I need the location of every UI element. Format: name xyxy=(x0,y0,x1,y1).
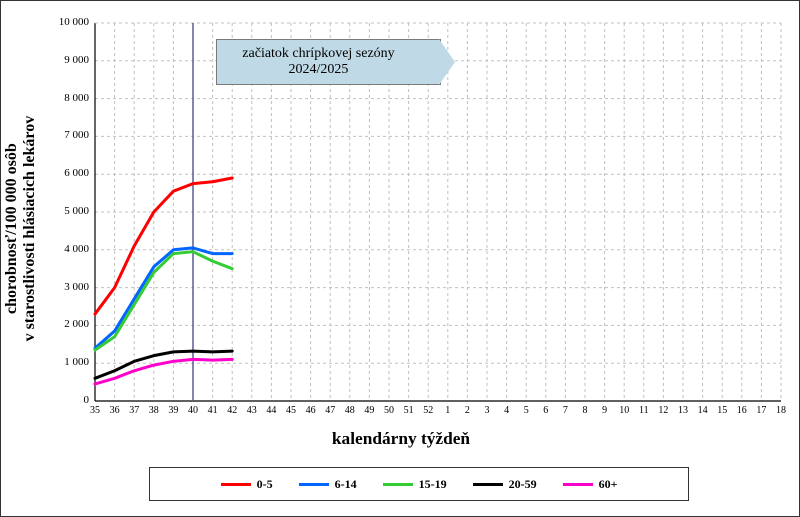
x-tick-label: 17 xyxy=(753,405,769,416)
x-tick-label: 50 xyxy=(381,405,397,416)
y-tick-label: 7 000 xyxy=(64,129,89,141)
x-tick-label: 3 xyxy=(479,405,495,416)
legend-swatch xyxy=(473,483,503,486)
x-tick-label: 37 xyxy=(126,405,142,416)
y-tick-label: 1 000 xyxy=(64,356,89,368)
x-tick-label: 11 xyxy=(636,405,652,416)
legend-label: 15-19 xyxy=(419,477,447,492)
x-axis-label: kalendárny týždeň xyxy=(1,429,800,449)
annotation-line2: 2024/2025 xyxy=(289,62,349,77)
legend-swatch xyxy=(221,483,251,486)
x-tick-label: 43 xyxy=(244,405,260,416)
x-tick-label: 1 xyxy=(440,405,456,416)
x-tick-label: 13 xyxy=(675,405,691,416)
legend-label: 60+ xyxy=(599,477,618,492)
y-tick-label: 2 000 xyxy=(64,318,89,330)
x-tick-label: 44 xyxy=(263,405,279,416)
y-axis-label: chorobnosť/100 000 osôbv starostlivosti … xyxy=(7,1,35,456)
legend-swatch xyxy=(383,483,413,486)
legend-label: 0-5 xyxy=(257,477,273,492)
x-tick-label: 47 xyxy=(322,405,338,416)
legend-item: 0-5 xyxy=(221,477,273,492)
y-tick-label: 10 000 xyxy=(59,16,89,28)
y-tick-label: 8 000 xyxy=(64,92,89,104)
y-tick-label: 3 000 xyxy=(64,281,89,293)
legend-item: 15-19 xyxy=(383,477,447,492)
x-tick-label: 51 xyxy=(401,405,417,416)
x-tick-label: 15 xyxy=(714,405,730,416)
x-tick-label: 18 xyxy=(773,405,789,416)
x-tick-label: 2 xyxy=(459,405,475,416)
x-tick-label: 40 xyxy=(185,405,201,416)
y-axis-label-line1: chorobnosť/100 000 osôb xyxy=(3,143,20,314)
y-tick-label: 6 000 xyxy=(64,167,89,179)
y-tick-label: 5 000 xyxy=(64,205,89,217)
x-tick-label: 42 xyxy=(224,405,240,416)
x-tick-label: 52 xyxy=(420,405,436,416)
y-axis-label-line2: v starostlivosti hlásiacich lekárov xyxy=(21,116,38,342)
x-tick-label: 16 xyxy=(734,405,750,416)
x-tick-label: 9 xyxy=(597,405,613,416)
x-tick-label: 49 xyxy=(361,405,377,416)
x-tick-label: 35 xyxy=(87,405,103,416)
season-start-callout: začiatok chrípkovej sezóny2024/2025 xyxy=(216,39,441,85)
x-tick-label: 8 xyxy=(577,405,593,416)
legend-item: 20-59 xyxy=(473,477,537,492)
legend-label: 20-59 xyxy=(509,477,537,492)
x-tick-label: 45 xyxy=(283,405,299,416)
x-tick-label: 12 xyxy=(655,405,671,416)
legend: 0-5 6-14 15-19 20-59 60+ xyxy=(149,467,689,501)
x-tick-label: 6 xyxy=(538,405,554,416)
x-tick-label: 5 xyxy=(518,405,534,416)
x-tick-label: 38 xyxy=(146,405,162,416)
x-tick-label: 36 xyxy=(107,405,123,416)
x-tick-label: 14 xyxy=(695,405,711,416)
y-tick-label: 4 000 xyxy=(64,243,89,255)
x-tick-label: 48 xyxy=(342,405,358,416)
x-tick-label: 46 xyxy=(303,405,319,416)
x-tick-label: 7 xyxy=(557,405,573,416)
x-tick-label: 39 xyxy=(165,405,181,416)
legend-label: 6-14 xyxy=(335,477,357,492)
annotation-line1: začiatok chrípkovej sezóny xyxy=(242,46,394,61)
x-tick-label: 41 xyxy=(205,405,221,416)
legend-swatch xyxy=(299,483,329,486)
x-tick-label: 4 xyxy=(499,405,515,416)
chart-frame: chorobnosť/100 000 osôbv starostlivosti … xyxy=(0,0,800,517)
x-tick-label: 10 xyxy=(616,405,632,416)
legend-swatch xyxy=(563,483,593,486)
y-tick-label: 9 000 xyxy=(64,54,89,66)
legend-item: 60+ xyxy=(563,477,618,492)
legend-item: 6-14 xyxy=(299,477,357,492)
